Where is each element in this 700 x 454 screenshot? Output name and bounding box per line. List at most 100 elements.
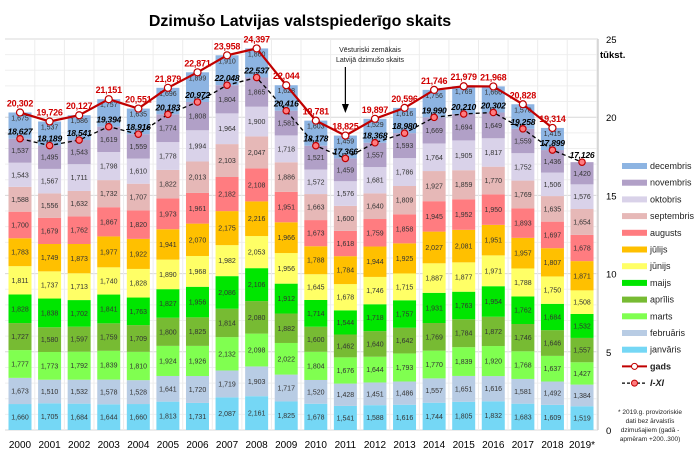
data-label: 1,783 (11, 250, 29, 257)
data-label: 1,768 (514, 363, 532, 370)
bar-segment (511, 237, 535, 269)
data-label: 1,740 (100, 278, 118, 285)
line-value-label: 20,210 (450, 102, 476, 112)
bar-segment (422, 143, 446, 172)
data-label: 1,700 (11, 222, 29, 229)
bar-segment (38, 193, 62, 218)
data-label: 1,762 (514, 308, 532, 315)
legend-label: janvāris (649, 345, 682, 355)
data-label: 1,557 (573, 348, 591, 355)
line-point (282, 106, 291, 115)
bar-segment (393, 327, 417, 354)
data-label: 1,529 (366, 122, 384, 129)
data-label: 1,519 (573, 416, 591, 423)
bar-segment (185, 317, 209, 346)
bar-segment (452, 199, 476, 230)
data-label: 1,557 (425, 388, 443, 395)
legend-item-novembris: novembris (622, 178, 692, 188)
y-tick-label: 15 (606, 191, 617, 202)
data-label: 1,941 (159, 242, 177, 249)
bar-segment (185, 402, 209, 430)
bar-segment (452, 170, 476, 200)
line-value-label: 18,189 (37, 134, 62, 144)
data-label: 2,070 (189, 237, 207, 244)
bar-segment (67, 190, 91, 217)
bar-segment (452, 262, 476, 292)
data-label: 1,792 (70, 363, 88, 370)
bar-segment (422, 263, 446, 293)
legend-item-septembris: septembris (622, 211, 695, 221)
bar-segment (274, 283, 298, 314)
bar-segment (156, 375, 180, 402)
data-label: 1,798 (100, 164, 118, 171)
x-tick-label: 2012 (364, 440, 387, 451)
line-value-label: 19,990 (422, 105, 447, 115)
bar-segment (393, 133, 417, 159)
data-label: 1,807 (544, 260, 562, 267)
line-point (459, 82, 468, 91)
data-label: 1,900 (248, 119, 266, 126)
bar-segment (215, 113, 239, 145)
bar-segment (304, 246, 328, 275)
bar-segment (185, 255, 209, 287)
line-point (134, 130, 143, 138)
line-value-label: 20,551 (125, 95, 152, 105)
data-label: 1,557 (366, 152, 384, 159)
bar-stack-2002: 1,684 1,532 1,792 1,597 1,702 1,713 1,873 1,762… (67, 115, 91, 430)
data-label: 1,966 (277, 235, 295, 242)
line-I-XI (19, 76, 583, 163)
bar-segment (511, 180, 535, 209)
data-label: 1,709 (130, 336, 148, 343)
data-label: 1,756 (425, 93, 443, 100)
line-value-label: 17,366 (333, 146, 358, 156)
data-label: 1,543 (11, 172, 29, 179)
bar-segment (363, 405, 387, 430)
x-tick-label: 2015 (453, 440, 476, 451)
annotation-line-2: Latvijā dzimušo skaits (336, 57, 405, 64)
data-label: 1,810 (130, 363, 148, 370)
bar-segment (156, 114, 180, 143)
bar-segment (8, 404, 32, 430)
data-label: 1,773 (41, 363, 59, 370)
bar-segment (38, 244, 62, 272)
bar-segment (156, 169, 180, 199)
data-label: 1,651 (455, 386, 473, 393)
data-label: 2,081 (455, 244, 473, 251)
line-value-label: 20,127 (66, 101, 93, 111)
data-label: 1,762 (70, 228, 88, 235)
bar-segment (422, 350, 446, 379)
data-label: 1,757 (100, 102, 118, 109)
legend-swatch (622, 213, 647, 220)
bar-segment (452, 375, 476, 402)
bar-segment (422, 323, 446, 351)
data-label: 1,788 (514, 280, 532, 287)
data-label: 1,679 (41, 228, 59, 235)
line-point (400, 129, 409, 137)
line-value-label: 18,980 (392, 121, 417, 131)
data-label: 1,927 (425, 184, 443, 191)
bar-segment (540, 150, 564, 173)
data-label: 1,506 (544, 182, 562, 189)
bar-segment (156, 401, 180, 430)
bar-segment (570, 234, 594, 262)
bar-segment (8, 294, 32, 324)
bar-segment (422, 231, 446, 264)
data-label: 2,216 (248, 216, 266, 223)
bar-segment (363, 331, 387, 357)
data-label: 1,764 (425, 155, 443, 162)
data-label: 2,022 (277, 356, 295, 363)
bar-segment (215, 370, 239, 398)
data-label: 2,161 (248, 411, 266, 418)
data-label: 1,865 (248, 90, 266, 97)
line-point (164, 110, 172, 119)
data-label: 1,521 (307, 155, 325, 162)
data-label: 1,581 (514, 389, 532, 396)
footnote-line-4: apmēram +200..300) (620, 436, 681, 443)
data-label: 1,559 (130, 144, 148, 151)
legend-swatch (622, 296, 647, 303)
legend-swatch (622, 196, 647, 203)
legend-item-maijs: maijs (622, 278, 672, 288)
line-value-label: 19,314 (539, 114, 566, 124)
line-point (489, 108, 498, 117)
line-value-label: 20,972 (184, 90, 210, 100)
